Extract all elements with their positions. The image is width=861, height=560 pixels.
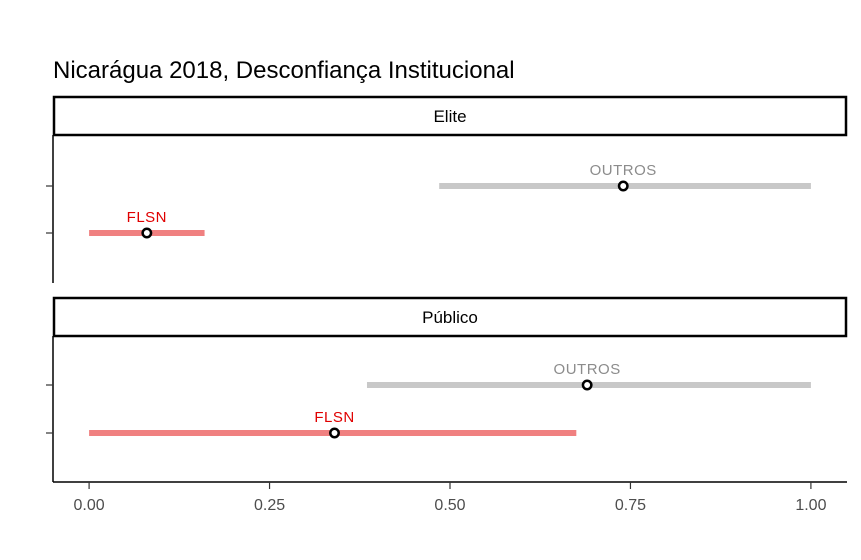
x-tick-label: 0.00 xyxy=(74,497,105,514)
panel-elite: Elite OUTROS FLSN xyxy=(46,95,848,283)
estimate-point xyxy=(329,427,340,439)
x-tick-label: 0.75 xyxy=(615,497,646,514)
estimate-point xyxy=(581,379,593,391)
estimate-point xyxy=(141,227,153,239)
panels: Elite OUTROS FLSN Público OUTROS FLSN xyxy=(46,95,848,482)
strip-box xyxy=(52,296,848,338)
strip-label: Público xyxy=(422,308,478,327)
panel-publico: Público OUTROS FLSN xyxy=(46,296,848,482)
series-label: FLSN xyxy=(314,409,354,426)
series-label: FLSN xyxy=(127,209,167,226)
series-label: OUTROS xyxy=(590,162,657,179)
chart-title: Nicarágua 2018, Desconfiança Institucion… xyxy=(53,57,515,84)
x-axis: 0.00 0.25 0.50 0.75 1.00 xyxy=(53,481,847,514)
x-tick-label: 0.50 xyxy=(434,497,465,514)
strip-box xyxy=(52,95,848,137)
series-label: OUTROS xyxy=(554,361,621,378)
x-tick-label: 0.25 xyxy=(254,497,285,514)
strip-label: Elite xyxy=(433,107,466,126)
estimate-point xyxy=(617,180,629,192)
x-tick-label: 1.00 xyxy=(795,497,826,514)
